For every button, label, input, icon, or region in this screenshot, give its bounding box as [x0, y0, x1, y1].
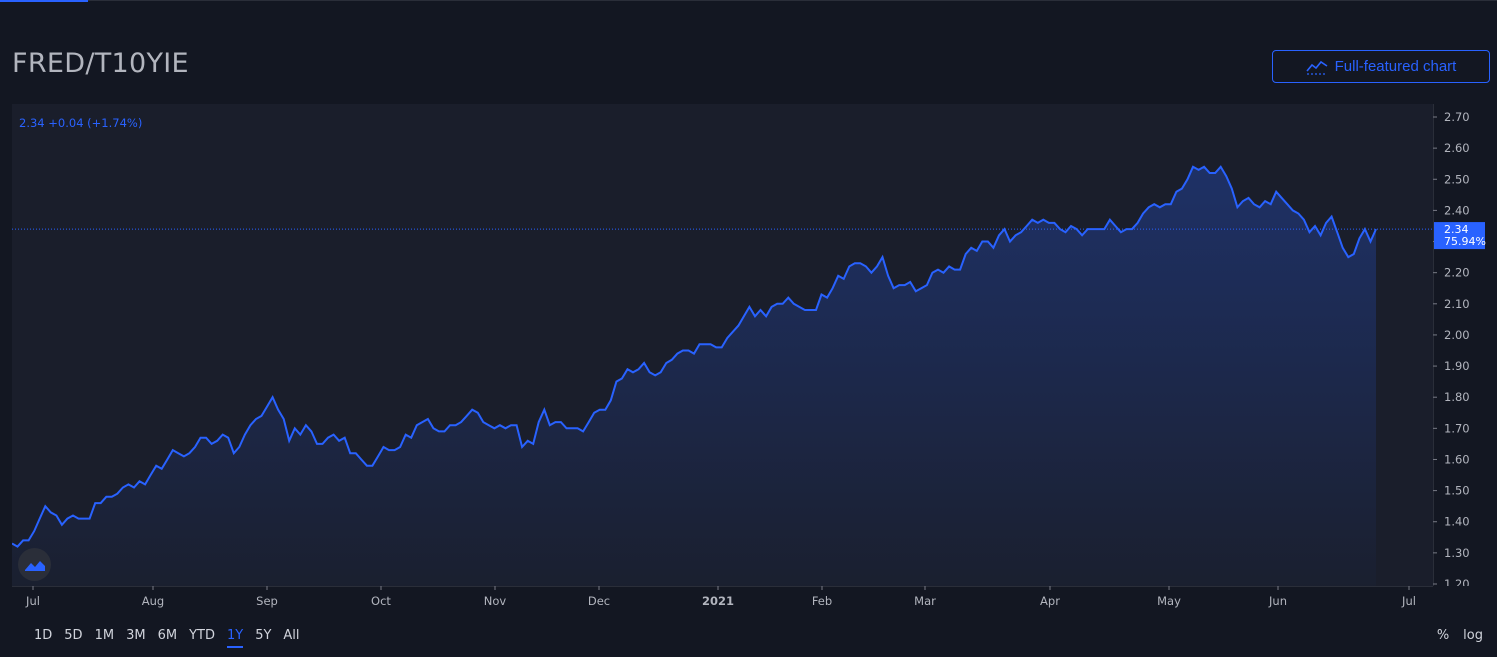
- y-tick-label: 1.60: [1444, 452, 1470, 466]
- y-tick-label: 1.70: [1444, 421, 1470, 435]
- full-featured-chart-button[interactable]: Full-featured chart: [1272, 50, 1490, 83]
- x-tick-label: Mar: [914, 594, 936, 608]
- x-tick-label: Feb: [812, 594, 832, 608]
- price-legend: 2.34 +0.04 (+1.74%): [19, 116, 142, 130]
- x-tick-label: Sep: [256, 594, 278, 608]
- symbol-title: FRED/T10YIE: [12, 48, 189, 79]
- y-tick-label: 1.30: [1444, 546, 1470, 560]
- range-button-all[interactable]: All: [283, 628, 300, 643]
- x-tick-label: Jul: [1401, 594, 1416, 608]
- y-tick-label: 1.90: [1444, 359, 1470, 373]
- chart-area[interactable]: 1.20 1.30 1.40 1.50 1.60 1.70 1.80 1.90 2.00 2.10…: [12, 104, 1495, 614]
- y-tick-label: 1.40: [1444, 515, 1470, 529]
- range-selector: 1D 5D 1M 3M 6M YTD 1Y 5Y All: [28, 628, 306, 648]
- last-price-pct: 75.94%: [1444, 235, 1486, 248]
- time-axis: [12, 586, 1495, 614]
- range-button-5d[interactable]: 5D: [64, 628, 83, 643]
- legend-change: +0.04: [48, 116, 84, 130]
- log-scale-toggle[interactable]: log: [1463, 628, 1483, 643]
- range-button-5y[interactable]: 5Y: [255, 628, 272, 643]
- range-button-3m[interactable]: 3M: [126, 628, 146, 643]
- legend-value: 2.34: [19, 116, 45, 130]
- x-tick-label: May: [1157, 594, 1181, 608]
- x-tick-label: Apr: [1040, 594, 1060, 608]
- scale-options: % log: [1437, 628, 1483, 644]
- y-tick-label: 1.80: [1444, 390, 1470, 404]
- y-tick-label: 2.40: [1444, 203, 1470, 217]
- last-price-value: 2.34: [1444, 223, 1469, 236]
- series-line: [12, 165, 1377, 548]
- chart-line-icon: [1306, 60, 1328, 75]
- top-border: [0, 0, 1497, 1]
- y-tick-label: 2.20: [1444, 266, 1470, 280]
- range-button-6m[interactable]: 6M: [157, 628, 178, 643]
- legend-change-pct: (+1.74%): [87, 116, 143, 130]
- x-tick-label: Oct: [371, 594, 391, 608]
- y-tick-label: 1.50: [1444, 484, 1470, 498]
- price-chart[interactable]: 1.201.301.401.501.601.701.801.902.002.10…: [12, 104, 1495, 614]
- bottom-toolbar: 1D 5D 1M 3M 6M YTD 1Y 5Y All % log: [12, 618, 1497, 654]
- x-tick-label: Jul: [25, 594, 40, 608]
- x-tick-label: 2021: [702, 594, 734, 608]
- y-tick-label: 2.00: [1444, 328, 1470, 342]
- range-button-ytd[interactable]: YTD: [189, 628, 215, 643]
- price-axis: [1433, 104, 1495, 586]
- range-button-1m[interactable]: 1M: [94, 628, 115, 643]
- percent-scale-toggle[interactable]: %: [1436, 628, 1450, 643]
- full-featured-chart-label: Full-featured chart: [1334, 58, 1457, 75]
- y-tick-label: 2.50: [1444, 172, 1470, 186]
- x-tick-label: Aug: [142, 594, 164, 608]
- tradingview-logo-icon[interactable]: [18, 548, 51, 581]
- range-button-1y[interactable]: 1Y: [221, 628, 249, 648]
- last-price-badge: [1434, 222, 1485, 250]
- series-area: [12, 166, 1376, 587]
- active-tab-indicator: [0, 0, 88, 2]
- x-tick-label: Nov: [484, 594, 507, 608]
- x-tick-label: Dec: [588, 594, 610, 608]
- y-tick-label: 2.60: [1444, 141, 1470, 155]
- x-tick-label: Jun: [1268, 594, 1287, 608]
- range-button-1d[interactable]: 1D: [34, 628, 53, 643]
- y-tick-label: 2.10: [1444, 297, 1470, 311]
- y-tick-label: 2.70: [1444, 110, 1470, 124]
